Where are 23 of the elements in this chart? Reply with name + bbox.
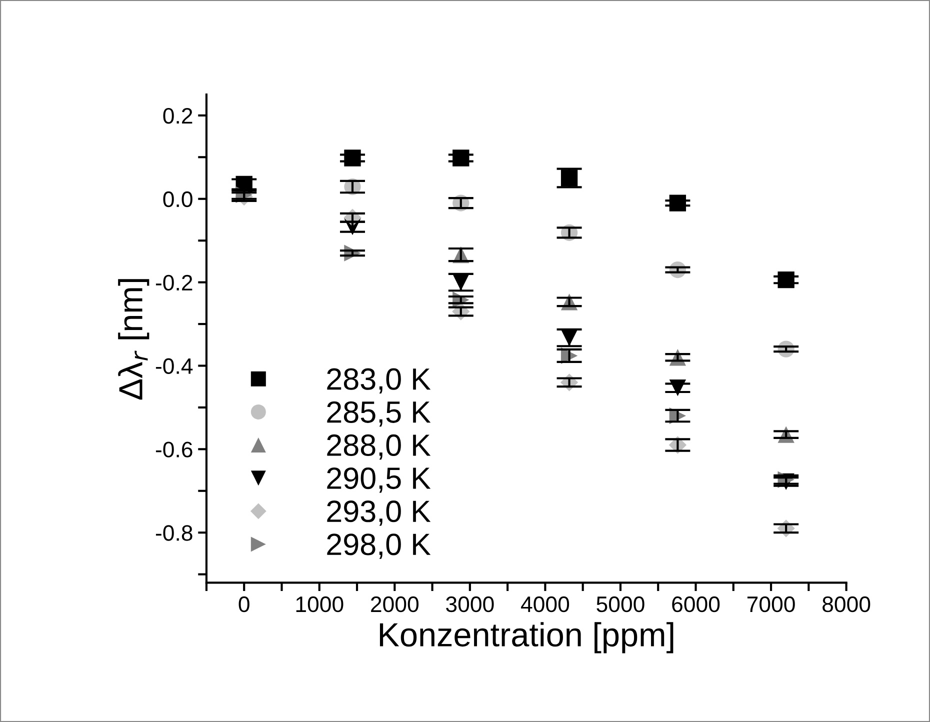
legend-label: 288,0 K — [327, 434, 431, 460]
legend-label: 293,0 K — [327, 500, 431, 526]
legend-label: 285,5 K — [327, 401, 431, 427]
x-axis-title: Konzentration [ppm] — [380, 622, 674, 654]
x-tick-label: 0 — [238, 596, 250, 612]
y-tick-label: -0.4 — [156, 358, 193, 374]
y-tick-label: -0.2 — [156, 274, 192, 291]
x-tick-label: 6000 — [672, 596, 720, 612]
legend-label: 283,0 K — [327, 368, 431, 394]
y-tick-label: -0.8 — [156, 525, 192, 541]
x-tick-label: 2000 — [371, 596, 418, 612]
x-tick-label: 5000 — [596, 596, 644, 612]
legend-label: 298,0 K — [327, 534, 431, 559]
legend-label: 290,5 K — [327, 467, 431, 493]
y-tick-label: 0.2 — [163, 108, 192, 124]
y-tick-label: -0.6 — [156, 442, 192, 458]
y-tick-label: 0.0 — [163, 191, 192, 208]
x-tick-label: 7000 — [747, 596, 795, 612]
x-tick-label: 1000 — [296, 596, 344, 612]
x-tick-label: 3000 — [446, 596, 494, 612]
y-axis-title: Δλ$_{r}$ [nm] — [118, 279, 150, 400]
x-tick-label: 8000 — [822, 596, 870, 612]
x-tick-label: 4000 — [520, 596, 570, 612]
